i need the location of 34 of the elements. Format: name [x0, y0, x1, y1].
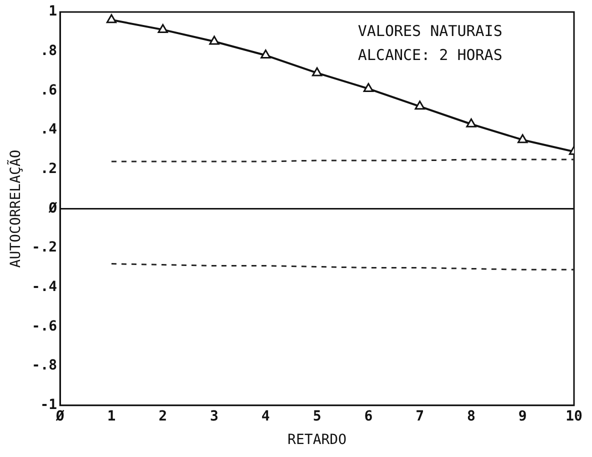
- point: [518, 134, 528, 144]
- x-tick-label: 3: [210, 408, 218, 424]
- annotation: VALORES NATURAIS: [358, 22, 502, 40]
- annotation: ALCANCE: 2 HORAS: [358, 46, 502, 64]
- x-tick-label: 2: [158, 408, 168, 424]
- x-tick-label: 4: [261, 408, 270, 424]
- y-tick-label: -.2: [32, 240, 58, 256]
- y-tick-label: .2: [40, 161, 58, 177]
- point: [312, 67, 322, 76]
- y-tick-label: .6: [40, 82, 58, 98]
- point: [414, 100, 425, 110]
- y-tick-label: .4: [40, 122, 58, 138]
- point: [363, 82, 374, 92]
- x-tick-label: 5: [312, 408, 322, 424]
- y-tick-label: Ø: [48, 200, 58, 216]
- y-tick-label: 1: [48, 4, 58, 20]
- x-axis-title: RETARDO: [288, 432, 347, 448]
- point: [260, 50, 271, 59]
- y-tick-label: -.8: [32, 358, 58, 374]
- y-tick-label: .8: [40, 42, 58, 59]
- y-tick-label: -.4: [32, 279, 58, 296]
- y-tick-label: -.6: [32, 318, 58, 334]
- x-tick-label: 1: [107, 408, 116, 424]
- x-tick-label: 10: [566, 408, 582, 424]
- y-axis-title: AUTOCORRELAÇÃO: [7, 150, 24, 268]
- y-tick-label: -1: [40, 397, 58, 414]
- point: [209, 36, 220, 45]
- x-tick-label: 7: [416, 408, 424, 424]
- x-tick-label: 6: [364, 408, 373, 424]
- x-tick-label: 9: [518, 408, 527, 424]
- point: [158, 24, 168, 33]
- x-tick-label: 8: [467, 408, 476, 424]
- point: [106, 14, 117, 24]
- point: [466, 118, 476, 128]
